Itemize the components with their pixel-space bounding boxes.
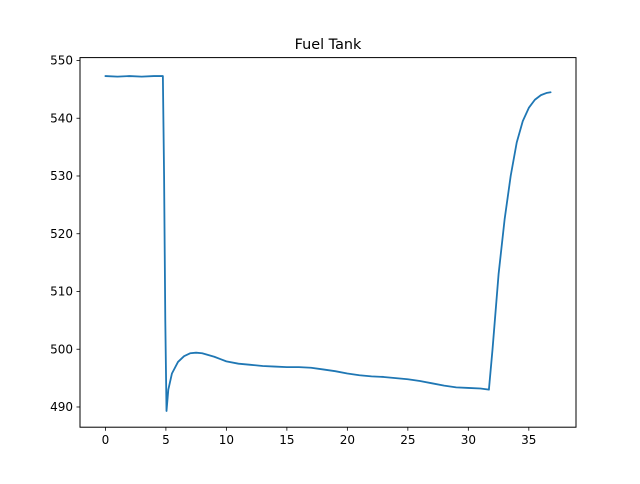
y-tick-label: 550 [50, 54, 73, 68]
series-layer [104, 75, 552, 412]
x-axis-ticks: 0 5 10 15 20 25 30 35 [102, 427, 536, 447]
x-tick-label: 20 [340, 433, 355, 447]
x-tick-label: 25 [400, 433, 415, 447]
y-tick-label: 520 [50, 227, 73, 241]
x-tick-label: 35 [521, 433, 536, 447]
y-tick-label: 530 [50, 169, 73, 183]
x-tick-label: 5 [162, 433, 170, 447]
x-tick-label: 10 [219, 433, 234, 447]
y-tick-label: 510 [50, 285, 73, 299]
x-tick-label: 30 [461, 433, 476, 447]
chart-title: Fuel Tank [295, 37, 362, 53]
y-tick-label: 490 [50, 400, 73, 414]
y-axis-ticks: 490 500 510 520 530 540 550 [50, 54, 80, 414]
series-line-0 [104, 75, 552, 412]
x-tick-label: 15 [279, 433, 294, 447]
plot-frame [79, 57, 577, 428]
x-tick-label: 0 [102, 433, 110, 447]
y-tick-label: 540 [50, 111, 73, 125]
y-tick-label: 500 [50, 342, 73, 356]
